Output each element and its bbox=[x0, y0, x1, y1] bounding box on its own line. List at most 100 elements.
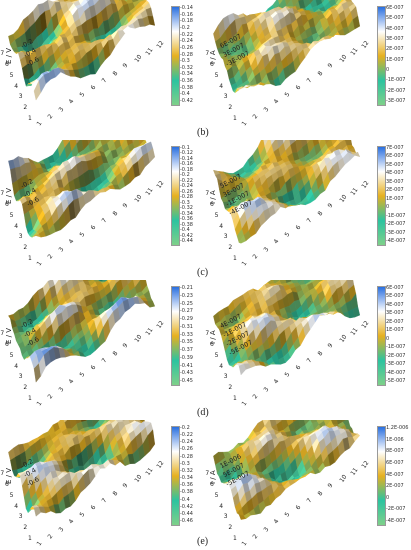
colorbar-tick-label: -4E-007 bbox=[386, 238, 406, 244]
colorbar-tick-label: -0.34 bbox=[180, 71, 193, 78]
y-tick-label: 5 bbox=[214, 491, 219, 499]
colorbar-tick-label: 5E-007 bbox=[386, 15, 404, 22]
colorbar-tick-label: -0.43 bbox=[180, 370, 193, 377]
colorbar-tick-label: -0.1 bbox=[180, 145, 190, 151]
y-tick-label: 1 bbox=[28, 535, 32, 542]
colorbar-tick-label: -0.37 bbox=[180, 347, 193, 353]
colorbar-tick-label: 3E-007 bbox=[386, 310, 404, 317]
y-tick-label: 3 bbox=[223, 373, 228, 381]
y-tick-label: 3 bbox=[18, 373, 23, 381]
surface-plot bbox=[213, 280, 361, 376]
y-tick-label: 5 bbox=[214, 211, 219, 219]
colorbar-tick-label: -0.4 bbox=[180, 496, 190, 503]
surface-facet bbox=[352, 15, 361, 30]
colorbar-tick-label: -0.22 bbox=[180, 432, 193, 439]
colorbar bbox=[377, 146, 386, 246]
colorbar-tick-label: -0.38 bbox=[180, 84, 193, 91]
colorbar-tick-label: 6E-007 bbox=[386, 459, 404, 466]
colorbar-tick-label: -0.35 bbox=[180, 339, 193, 346]
colorbar-tick-label: -0.26 bbox=[180, 446, 193, 453]
colorbar-tick-label: -3E-007 bbox=[386, 361, 406, 368]
surface-facet bbox=[147, 15, 156, 26]
panel-d-right: 1 2 3 4 5 6 7 8 9 10 11 12 1 2 3 4 5 6 7 4E-007 -1E-007 -2E-0… bbox=[205, 280, 411, 408]
colorbar-tick-label: -4E-007 bbox=[386, 369, 406, 376]
y-tick-label: 3 bbox=[18, 233, 23, 241]
surface-plot bbox=[213, 0, 361, 93]
colorbar-tick-label: -1E-007 bbox=[386, 212, 406, 219]
colorbar-tick-label: 4E-007 bbox=[386, 170, 404, 177]
y-tick-label: 4 bbox=[14, 222, 19, 230]
z-axis-label: E / V bbox=[5, 327, 13, 344]
colorbar-tick-label: -0.18 bbox=[180, 18, 193, 25]
y-tick-label: 4 bbox=[14, 502, 19, 510]
surface-facet bbox=[278, 0, 284, 6]
colorbar-tick-label: -0.28 bbox=[180, 453, 193, 460]
colorbar-tick-label: -0.4 bbox=[180, 227, 190, 234]
colorbar-tick-label: 6E-007 bbox=[386, 5, 404, 11]
surface-plot bbox=[213, 420, 361, 520]
y-tick-label: 5 bbox=[214, 71, 219, 79]
colorbar-tick-label: 8E-007 bbox=[386, 448, 404, 455]
colorbar-tick-label: -0.16 bbox=[180, 11, 193, 18]
surface-facet bbox=[352, 433, 361, 442]
colorbar bbox=[377, 426, 386, 526]
colorbar-tick-label: -0.24 bbox=[180, 439, 193, 446]
colorbar-tick-label: -0.36 bbox=[180, 78, 193, 85]
y-tick-label: 3 bbox=[223, 513, 228, 521]
z-axis-label: I / A bbox=[209, 190, 217, 204]
colorbar bbox=[171, 146, 180, 246]
colorbar-tick-label: 2E-007 bbox=[386, 318, 404, 325]
y-tick-label: 3 bbox=[18, 93, 23, 101]
panel-c-right: 1 2 3 4 5 6 7 8 9 10 11 12 1 2 3 4 5 6 7 5E-007 3E-007 -1E-00… bbox=[205, 140, 411, 268]
y-tick-label: 7 bbox=[205, 470, 210, 478]
panel-b-left: 1 2 3 4 5 6 7 8 9 10 11 12 1 2 3 4 5 6 7 -0.2 -0.4 -0.6 E / V-… bbox=[0, 0, 205, 128]
y-tick-label: 4 bbox=[219, 222, 224, 230]
colorbar-tick-label: -0.4 bbox=[180, 91, 190, 98]
colorbar bbox=[377, 286, 386, 386]
colorbar-tick-label: -0.2 bbox=[180, 172, 190, 179]
surface-plot bbox=[213, 140, 361, 244]
colorbar-tick-label: -0.29 bbox=[180, 316, 193, 322]
y-tick-label: 5 bbox=[214, 351, 219, 359]
colorbar-tick-label: 0 bbox=[386, 67, 390, 73]
colorbar-tick-label: 0 bbox=[386, 335, 390, 342]
colorbar-tick-label: 3E-007 bbox=[386, 178, 404, 185]
y-tick-label: 2 bbox=[23, 104, 28, 112]
colorbar-tick-label: -0.32 bbox=[180, 205, 193, 212]
colorbar-tick-label: -0.24 bbox=[180, 183, 193, 190]
colorbar-tick-label: 2E-007 bbox=[386, 187, 404, 194]
colorbar-tick-label: -0.45 bbox=[180, 378, 193, 384]
panel-e-left: 1 2 3 4 5 6 7 8 9 10 11 12 1 2 3 4 5 6 7 -0.2 -0.4 -0.6 E / V-… bbox=[0, 420, 205, 548]
colorbar bbox=[377, 6, 386, 106]
colorbar-tick-label: -4E-007 bbox=[386, 518, 406, 524]
y-tick-label: 6 bbox=[210, 341, 214, 348]
z-axis-label: I / A bbox=[209, 330, 217, 344]
colorbar-tick-label: -0.46 bbox=[180, 518, 193, 524]
surface-facet bbox=[326, 280, 332, 284]
y-tick-label: 6 bbox=[210, 61, 214, 68]
y-tick-label: 2 bbox=[23, 524, 28, 532]
surface-facet bbox=[263, 140, 269, 148]
surface-plot bbox=[8, 420, 156, 517]
colorbar-tick-label: -0.24 bbox=[180, 38, 193, 45]
y-tick-label: 1 bbox=[28, 255, 32, 262]
y-tick-label: 6 bbox=[5, 201, 9, 208]
y-tick-label: 1 bbox=[28, 115, 32, 122]
colorbar-tick-label: -0.2 bbox=[180, 24, 190, 31]
panel-b-right: 1 2 3 4 5 6 7 8 9 10 11 12 1 2 3 4 5 6 7 6E-007 3E-007 -3E-00… bbox=[205, 0, 411, 128]
colorbar-tick-label: -0.2 bbox=[180, 425, 190, 431]
y-tick-label: 7 bbox=[205, 330, 210, 338]
z-axis-label: I / A bbox=[209, 50, 217, 64]
colorbar-tick-label: -0.44 bbox=[180, 238, 193, 244]
y-tick-label: 7 bbox=[0, 190, 5, 198]
y-tick-label: 5 bbox=[9, 351, 14, 359]
surface-facet bbox=[334, 0, 339, 5]
y-tick-label: 7 bbox=[205, 50, 210, 58]
colorbar-tick-label: -1E-007 bbox=[386, 77, 406, 84]
colorbar-tick-label: -0.3 bbox=[180, 199, 190, 206]
surface-facet bbox=[147, 429, 156, 452]
colorbar-tick-label: -0.26 bbox=[180, 44, 193, 51]
colorbar-tick-label: -0.36 bbox=[180, 482, 193, 489]
y-tick-label: 2 bbox=[228, 104, 233, 112]
y-tick-label: 2 bbox=[228, 244, 233, 252]
